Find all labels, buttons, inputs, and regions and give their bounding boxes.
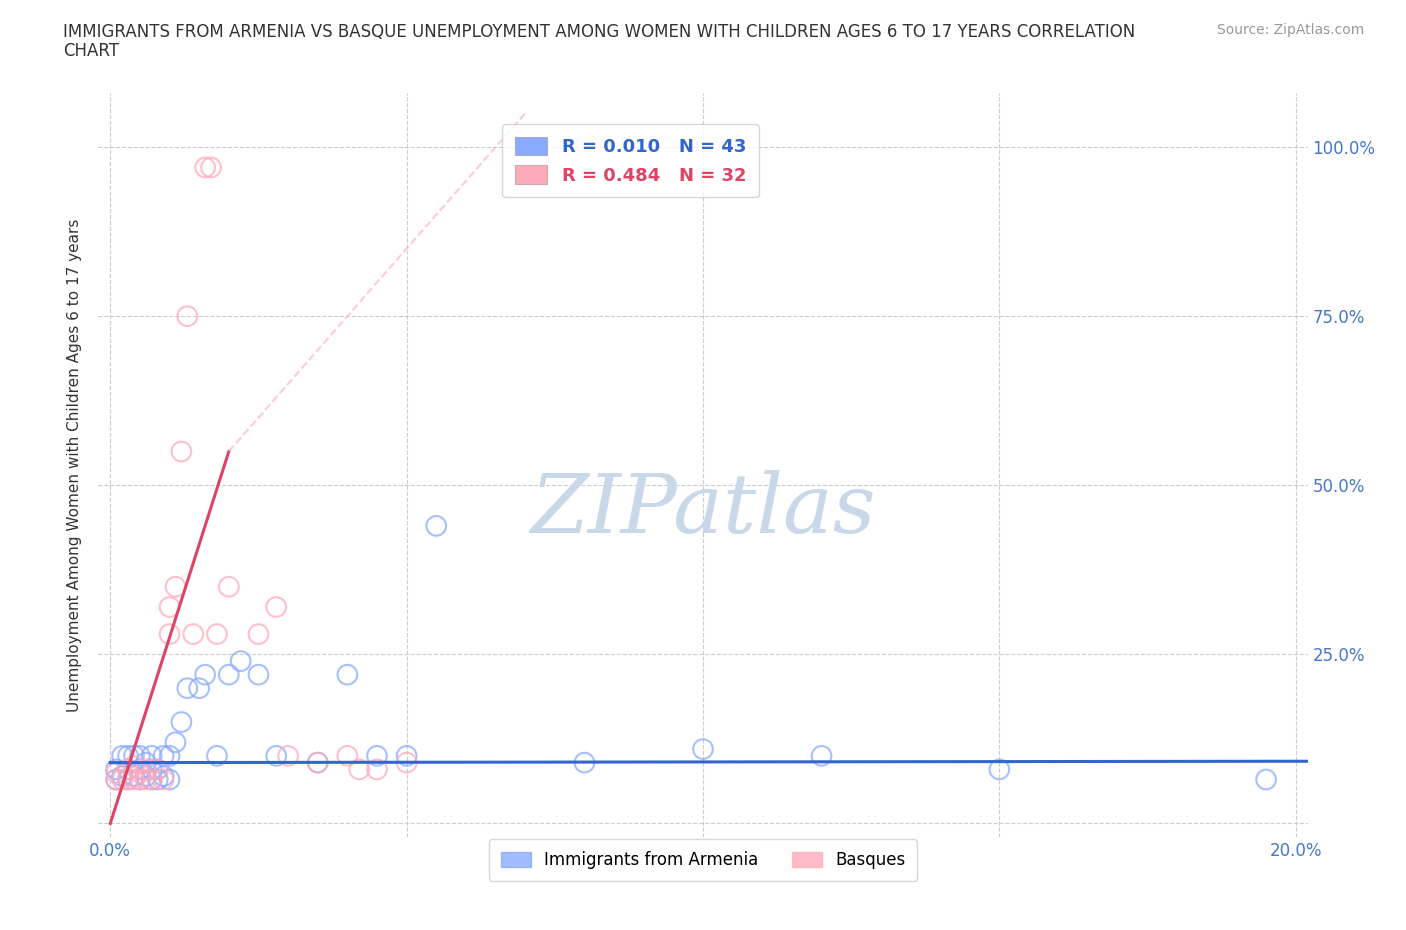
Point: [188, 681, 211, 696]
Point: [141, 762, 163, 777]
Point: [117, 772, 139, 787]
Point: [194, 667, 217, 682]
Point: [194, 160, 217, 175]
Point: [425, 518, 447, 533]
Point: [165, 579, 187, 594]
Point: [146, 762, 169, 777]
Point: [141, 749, 163, 764]
Point: [152, 769, 174, 784]
Point: [218, 667, 240, 682]
Point: [574, 755, 596, 770]
Point: [395, 749, 418, 764]
Point: [122, 769, 145, 784]
Point: [366, 762, 388, 777]
Point: [181, 627, 204, 642]
Point: [122, 772, 145, 787]
Point: [117, 762, 139, 777]
Point: [141, 772, 163, 787]
Point: [159, 749, 181, 764]
Text: ZIPatlas: ZIPatlas: [530, 470, 876, 550]
Point: [159, 600, 181, 615]
Point: [146, 772, 169, 787]
Point: [159, 772, 181, 787]
Point: [135, 762, 157, 777]
Point: [247, 627, 270, 642]
Point: [307, 755, 329, 770]
Point: [122, 749, 145, 764]
Point: [200, 160, 222, 175]
Point: [307, 755, 329, 770]
Point: [810, 749, 832, 764]
Point: [105, 765, 128, 780]
Point: [205, 627, 228, 642]
Point: [152, 749, 174, 764]
Point: [105, 762, 128, 777]
Point: [205, 749, 228, 764]
Point: [692, 741, 714, 756]
Point: [159, 627, 181, 642]
Point: [395, 755, 418, 770]
Point: [247, 667, 270, 682]
Point: [141, 772, 163, 787]
Point: [366, 749, 388, 764]
Text: Source: ZipAtlas.com: Source: ZipAtlas.com: [1216, 23, 1364, 37]
Point: [122, 759, 145, 774]
Point: [170, 714, 193, 729]
Point: [336, 667, 359, 682]
Point: [176, 681, 198, 696]
Point: [105, 772, 128, 787]
Point: [264, 749, 287, 764]
Y-axis label: Unemployment Among Women with Children Ages 6 to 17 years: Unemployment Among Women with Children A…: [67, 219, 83, 711]
Point: [105, 772, 128, 787]
Point: [111, 749, 134, 764]
Text: CHART: CHART: [63, 42, 120, 60]
Point: [117, 749, 139, 764]
Point: [135, 755, 157, 770]
Point: [135, 769, 157, 784]
Point: [264, 600, 287, 615]
Point: [129, 762, 152, 777]
Point: [129, 749, 152, 764]
Legend: Immigrants from Armenia, Basques: Immigrants from Armenia, Basques: [489, 840, 917, 881]
Point: [988, 762, 1011, 777]
Point: [336, 749, 359, 764]
Point: [165, 735, 187, 750]
Point: [146, 762, 169, 777]
Point: [347, 762, 370, 777]
Point: [135, 772, 157, 787]
Point: [111, 772, 134, 787]
Text: IMMIGRANTS FROM ARMENIA VS BASQUE UNEMPLOYMENT AMONG WOMEN WITH CHILDREN AGES 6 : IMMIGRANTS FROM ARMENIA VS BASQUE UNEMPL…: [63, 23, 1136, 41]
Point: [152, 772, 174, 787]
Point: [129, 772, 152, 787]
Point: [1254, 772, 1277, 787]
Point: [111, 769, 134, 784]
Point: [170, 444, 193, 458]
Point: [229, 654, 252, 669]
Point: [129, 772, 152, 787]
Point: [129, 765, 152, 780]
Point: [117, 762, 139, 777]
Point: [117, 772, 139, 787]
Point: [218, 579, 240, 594]
Point: [277, 749, 299, 764]
Point: [176, 309, 198, 324]
